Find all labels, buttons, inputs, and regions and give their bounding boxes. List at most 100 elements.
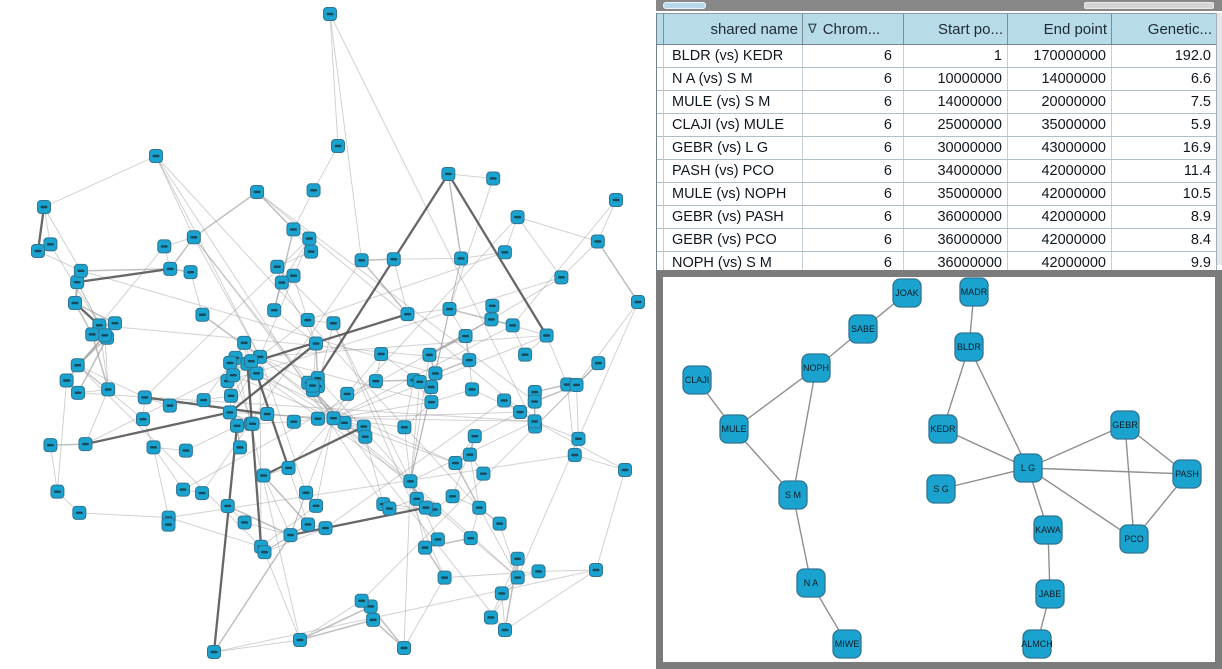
network-node[interactable]	[527, 414, 542, 429]
network-node-JOAK[interactable]: JOAK	[892, 278, 922, 308]
table-row[interactable]: MULE (vs) NOPH 6 35000000 42000000 10.5	[657, 183, 1216, 206]
cell-shared-name[interactable]: MULE (vs) S M	[664, 91, 803, 113]
network-node-GEBR[interactable]: GEBR	[1110, 410, 1140, 440]
network-node-MADR[interactable]: MADR	[959, 277, 989, 307]
cell-chromosome[interactable]: 6	[803, 114, 904, 136]
network-node[interactable]	[497, 393, 512, 408]
network-node[interactable]	[267, 303, 282, 318]
table-row[interactable]: NOPH (vs) S M 6 36000000 42000000 9.9	[657, 252, 1216, 275]
network-node[interactable]	[270, 259, 285, 274]
cell-end-point[interactable]: 170000000	[1008, 45, 1112, 67]
network-node-BLDR[interactable]: BLDR	[954, 332, 984, 362]
row-handle[interactable]	[657, 160, 664, 182]
network-node[interactable]	[486, 171, 501, 186]
network-node[interactable]	[340, 386, 355, 401]
cell-start-position[interactable]: 36000000	[904, 206, 1008, 228]
network-node[interactable]	[186, 230, 201, 245]
network-node[interactable]	[422, 347, 437, 362]
network-node[interactable]	[136, 412, 151, 427]
cell-end-point[interactable]: 14000000	[1008, 68, 1112, 90]
cell-shared-name[interactable]: MULE (vs) NOPH	[664, 183, 803, 205]
network-node[interactable]	[245, 416, 260, 431]
table-row[interactable]: GEBR (vs) PASH 6 36000000 42000000 8.9	[657, 206, 1216, 229]
network-node[interactable]	[428, 366, 443, 381]
row-handle[interactable]	[657, 229, 664, 251]
network-node[interactable]	[85, 327, 100, 342]
overview-network-canvas[interactable]	[0, 0, 648, 669]
network-node[interactable]	[176, 482, 191, 497]
row-handle[interactable]	[657, 45, 664, 67]
network-node[interactable]	[161, 517, 176, 532]
column-header-genetic[interactable]: Genetic...	[1112, 14, 1216, 44]
cell-chromosome[interactable]: 6	[803, 91, 904, 113]
network-node[interactable]	[368, 374, 383, 389]
network-node[interactable]	[281, 460, 296, 475]
cell-start-position[interactable]: 35000000	[904, 183, 1008, 205]
network-node-ALMCH[interactable]: ALMCH	[1021, 629, 1053, 659]
table-row[interactable]: CLAJI (vs) MULE 6 25000000 35000000 5.9	[657, 114, 1216, 137]
network-node[interactable]	[257, 545, 272, 560]
network-node[interactable]	[494, 586, 509, 601]
cell-shared-name[interactable]: PASH (vs) PCO	[664, 160, 803, 182]
network-node[interactable]	[485, 298, 500, 313]
network-node[interactable]	[418, 500, 433, 515]
table-row[interactable]: GEBR (vs) L G 6 30000000 43000000 16.9	[657, 137, 1216, 160]
cell-shared-name[interactable]: N A (vs) S M	[664, 68, 803, 90]
network-node[interactable]	[70, 275, 85, 290]
cell-genetic[interactable]: 11.4	[1183, 163, 1211, 179]
network-node[interactable]	[437, 570, 452, 585]
network-node[interactable]	[107, 316, 122, 331]
network-node[interactable]	[397, 641, 411, 655]
network-node[interactable]	[299, 485, 314, 500]
network-node[interactable]	[305, 378, 320, 393]
cell-genetic[interactable]: 6.6	[1190, 71, 1211, 87]
network-node-MULE[interactable]: MULE	[719, 414, 749, 444]
network-node[interactable]	[101, 382, 116, 397]
network-node[interactable]	[293, 633, 307, 647]
edge-BLDR-LG[interactable]	[968, 346, 1029, 469]
row-handle[interactable]	[657, 91, 664, 113]
network-node[interactable]	[497, 245, 512, 260]
network-node[interactable]	[43, 237, 58, 252]
network-node[interactable]	[358, 429, 373, 444]
network-node[interactable]	[50, 484, 65, 499]
network-node[interactable]	[286, 222, 301, 237]
network-node[interactable]	[37, 200, 51, 214]
network-node[interactable]	[484, 312, 499, 327]
table-row[interactable]: BLDR (vs) KEDR 6 1 170000000 192.0	[657, 45, 1216, 68]
network-node-S-M[interactable]: S M	[778, 480, 808, 510]
network-node[interactable]	[463, 531, 478, 546]
network-node[interactable]	[591, 356, 606, 371]
network-node-L-G[interactable]: L G	[1013, 453, 1043, 483]
network-node[interactable]	[472, 500, 487, 515]
row-handle[interactable]	[657, 68, 664, 90]
network-node[interactable]	[59, 373, 74, 388]
network-node-JABE[interactable]: JABE	[1035, 579, 1065, 609]
network-node[interactable]	[72, 505, 87, 520]
edge-SM-NA[interactable]	[792, 494, 812, 584]
cell-end-point[interactable]: 35000000	[1008, 114, 1112, 136]
network-node[interactable]	[300, 313, 315, 328]
network-node[interactable]	[454, 251, 469, 266]
network-node[interactable]	[554, 270, 569, 285]
network-node[interactable]	[232, 440, 247, 455]
network-node-KAWA[interactable]: KAWA	[1033, 515, 1063, 545]
edge-LG-GEBR[interactable]	[1027, 424, 1126, 469]
row-handle[interactable]	[657, 137, 664, 159]
network-node[interactable]	[223, 355, 238, 370]
cell-start-position[interactable]: 30000000	[904, 137, 1008, 159]
network-node[interactable]	[386, 252, 401, 267]
cell-chromosome[interactable]: 6	[803, 137, 904, 159]
network-node[interactable]	[448, 456, 463, 471]
network-node[interactable]	[300, 517, 315, 532]
cell-genetic[interactable]: 8.4	[1190, 232, 1211, 248]
cell-end-point[interactable]: 42000000	[1008, 229, 1112, 251]
network-node[interactable]	[224, 388, 239, 403]
column-header-shared-name[interactable]: shared name	[664, 14, 803, 44]
network-node[interactable]	[286, 268, 301, 283]
cell-start-position[interactable]: 14000000	[904, 91, 1008, 113]
network-node[interactable]	[178, 443, 193, 458]
edge-LG-PCO[interactable]	[1027, 467, 1135, 540]
network-node[interactable]	[149, 149, 163, 163]
table-row[interactable]: MULE (vs) S M 6 14000000 20000000 7.5	[657, 91, 1216, 114]
